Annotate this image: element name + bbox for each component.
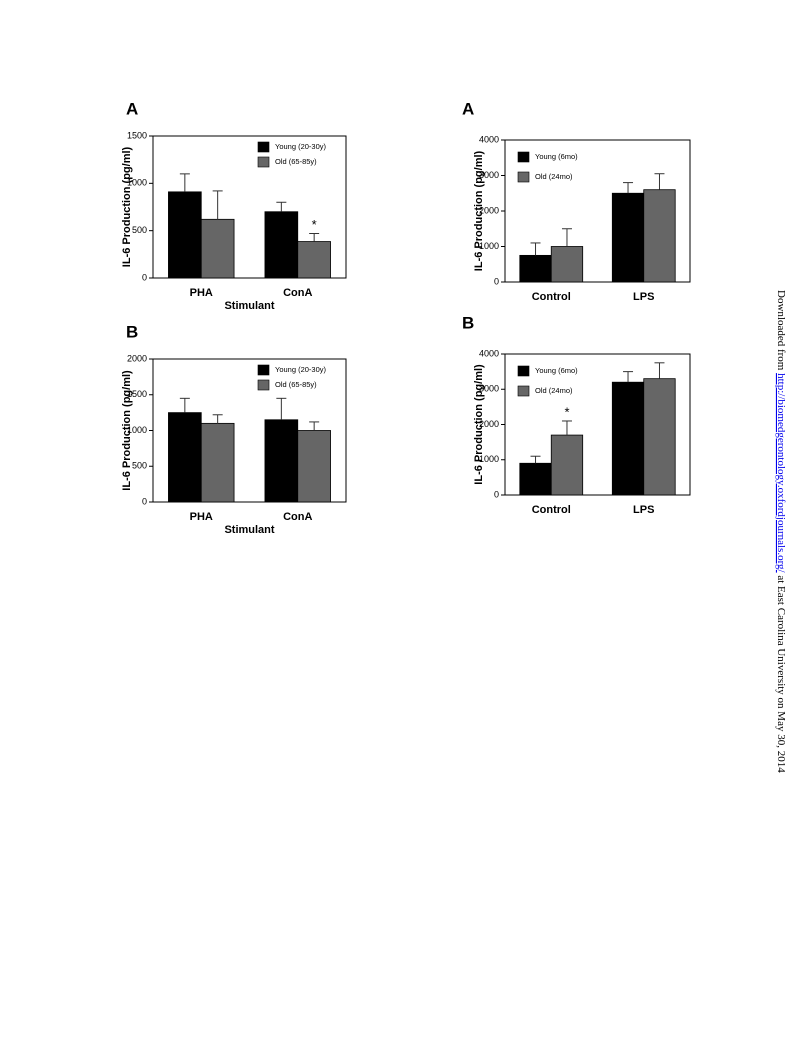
x-tick-label: PHA xyxy=(190,511,213,523)
bar xyxy=(519,254,552,283)
error-bar xyxy=(654,173,665,190)
y-tick-label: 0 xyxy=(142,272,147,282)
y-tick-label: 0 xyxy=(494,489,499,499)
error-bar xyxy=(530,242,541,256)
error-bar xyxy=(561,228,572,247)
error-bar xyxy=(623,371,634,383)
error-bar xyxy=(309,233,320,242)
error-bar xyxy=(179,173,190,192)
legend-swatch xyxy=(517,385,530,397)
y-tick-label: 500 xyxy=(132,461,147,471)
x-tick-label: Control xyxy=(532,291,571,303)
bar xyxy=(200,218,235,279)
bar xyxy=(264,211,299,279)
legend-label: Young (20-30y) xyxy=(275,142,327,151)
legend-swatch xyxy=(257,364,270,376)
legend-label: Young (20-30y) xyxy=(275,365,327,374)
bar xyxy=(611,192,645,283)
note-text: at East Carolina University on May 30, 2… xyxy=(775,573,787,774)
panel-label: B xyxy=(126,322,138,341)
legend-label: Old (65-85y) xyxy=(275,157,317,166)
legend-swatch xyxy=(257,379,270,391)
y-tick-label: 4000 xyxy=(479,348,499,358)
y-axis-label: IL-6 Production (pg/ml) xyxy=(473,150,485,271)
panel-label: A xyxy=(126,99,138,118)
note-link[interactable]: http://biomedgerontology.oxfordjournals.… xyxy=(775,373,787,573)
error-bar xyxy=(179,397,190,413)
x-axis-label: Stimulant xyxy=(224,524,274,536)
bar xyxy=(550,434,584,496)
error-bar xyxy=(530,455,541,464)
y-axis-label: IL-6 Production (pg/ml) xyxy=(473,364,485,485)
error-bar xyxy=(654,362,665,379)
y-tick-label: 1000 xyxy=(479,454,499,464)
x-tick-label: LPS xyxy=(633,504,654,516)
error-bar xyxy=(212,190,223,220)
y-tick-label: 0 xyxy=(494,276,499,286)
x-tick-label: ConA xyxy=(283,511,312,523)
legend-label: Old (24mo) xyxy=(535,172,573,181)
significance-marker: * xyxy=(312,217,317,232)
x-tick-label: ConA xyxy=(283,287,312,299)
error-bar xyxy=(623,182,634,194)
bar xyxy=(297,430,331,503)
error-bar xyxy=(276,397,287,420)
significance-marker: * xyxy=(564,404,569,419)
bar xyxy=(643,189,676,283)
legend-swatch xyxy=(517,151,530,163)
error-bar xyxy=(212,414,223,424)
legend-swatch xyxy=(517,171,530,183)
y-tick-label: 2000 xyxy=(479,205,499,215)
y-tick-label: 4000 xyxy=(479,134,499,144)
bar xyxy=(200,422,235,503)
legend-label: Young (6mo) xyxy=(535,366,578,375)
panel-label: B xyxy=(462,313,474,332)
y-tick-label: 3000 xyxy=(479,384,499,394)
bar xyxy=(611,381,645,496)
legend-swatch xyxy=(257,156,270,168)
y-axis-label: IL-6 Production (pg/ml) xyxy=(121,370,133,491)
bar xyxy=(519,462,552,496)
legend-swatch xyxy=(517,365,530,377)
bar xyxy=(168,412,202,503)
bar xyxy=(643,378,676,496)
y-tick-label: 1500 xyxy=(127,130,147,140)
legend-label: Young (6mo) xyxy=(535,152,578,161)
x-tick-label: Control xyxy=(532,504,571,516)
y-tick-label: 2000 xyxy=(127,353,147,363)
legend-label: Old (24mo) xyxy=(535,386,573,395)
note-text: Downloaded from xyxy=(775,290,787,373)
download-note: Downloaded from http://biomedgerontology… xyxy=(775,290,787,773)
y-tick-label: 1000 xyxy=(127,178,147,188)
error-bar xyxy=(276,201,287,212)
x-tick-label: PHA xyxy=(190,287,213,299)
error-bar xyxy=(309,421,320,431)
y-tick-label: 0 xyxy=(142,496,147,506)
x-tick-label: LPS xyxy=(633,291,654,303)
y-axis-label: IL-6 Production (pg/ml) xyxy=(121,146,133,267)
bar xyxy=(168,191,202,279)
bar xyxy=(550,246,584,283)
y-tick-label: 1000 xyxy=(479,241,499,251)
y-tick-label: 2000 xyxy=(479,419,499,429)
error-bar xyxy=(561,420,572,436)
y-tick-label: 1000 xyxy=(127,425,147,435)
bar xyxy=(264,419,299,503)
panel-label: A xyxy=(462,99,474,118)
bar xyxy=(297,241,331,279)
x-axis-label: Stimulant xyxy=(224,300,274,312)
y-tick-label: 3000 xyxy=(479,170,499,180)
y-tick-label: 1500 xyxy=(127,389,147,399)
legend-label: Old (65-85y) xyxy=(275,380,317,389)
y-tick-label: 500 xyxy=(132,225,147,235)
legend-swatch xyxy=(257,141,270,153)
